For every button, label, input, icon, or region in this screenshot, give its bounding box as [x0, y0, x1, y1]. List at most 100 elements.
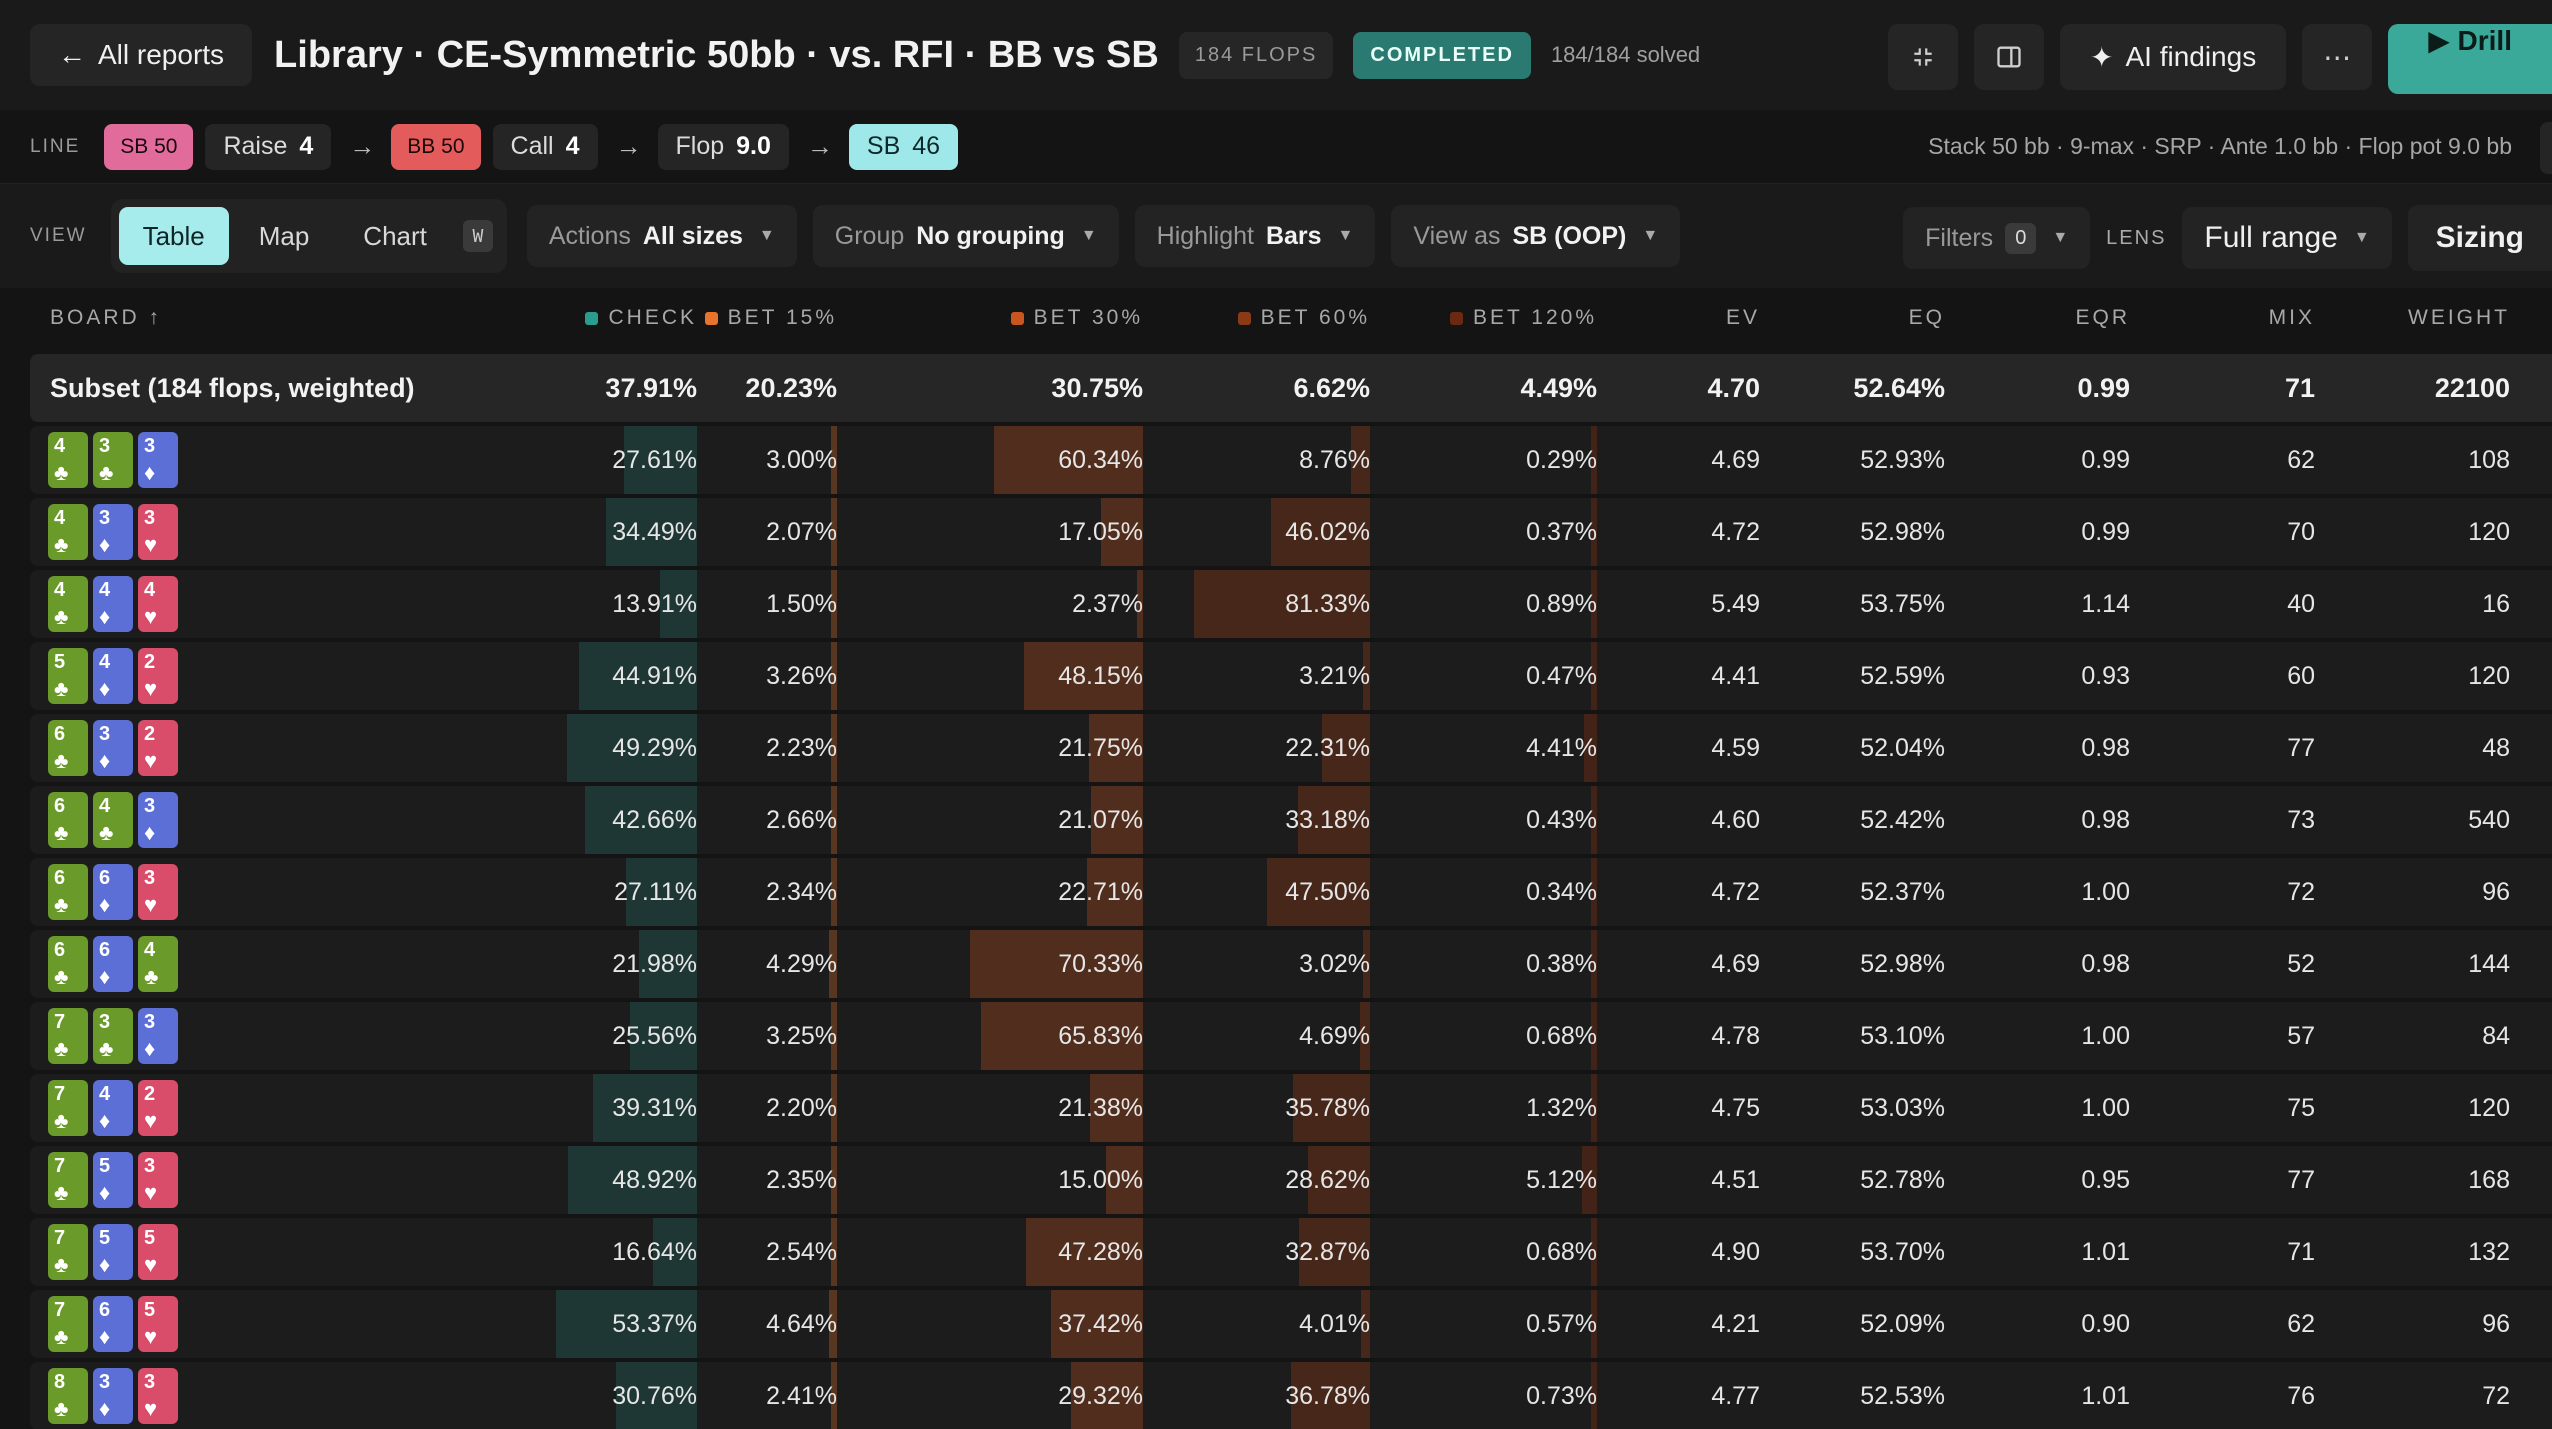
playing-card: 3 ♦	[93, 1368, 133, 1424]
column-header-label: BET 30%	[1033, 306, 1143, 329]
arrow-right-icon: →	[806, 131, 833, 161]
group-dropdown[interactable]: Group No grouping ▼	[812, 205, 1119, 267]
cell-b15: 3.25%	[700, 1002, 837, 1070]
column-header-bet-30-col[interactable]: BET 30%	[840, 306, 1143, 330]
filters-dropdown[interactable]: Filters 0 ▼	[1903, 207, 2091, 269]
column-header-mix-col[interactable]: MIX	[2133, 306, 2315, 330]
card-suit-icon: ♣	[54, 1252, 69, 1277]
lens-dropdown[interactable]: Full range ▼	[2182, 207, 2392, 269]
view-tab-map[interactable]: Map	[258, 220, 310, 251]
column-header-bet-60-col[interactable]: BET 60%	[1146, 306, 1370, 330]
subset-summary-row[interactable]: Subset (184 flops, weighted) 37.91% 20.23%…	[30, 354, 2552, 422]
cell-check: 44.91%	[530, 642, 697, 710]
table-row[interactable]: 8 ♣ 3 ♦ 3 ♥ 30.76% 2.41% 29.32% 36.78% 0.73% 4.77 52…	[30, 1362, 2552, 1429]
table-row[interactable]: 6 ♣ 3 ♦ 2 ♥ 49.29% 2.23% 21.75% 22.31% 4.41% 4.59 52…	[30, 714, 2552, 782]
card-rank: 3	[144, 1155, 156, 1177]
table-row[interactable]: 7 ♣ 6 ♦ 5 ♥ 53.37% 4.64% 37.42% 4.01% 0.57% 4.21 52.…	[30, 1290, 2552, 1358]
column-header-check-col[interactable]: CHECK	[530, 306, 697, 330]
table-row[interactable]: 7 ♣ 4 ♦ 2 ♥ 39.31% 2.20% 21.38% 35.78% 1.32% 4.75 53…	[30, 1074, 2552, 1142]
fullscreen-button[interactable]	[1887, 24, 1958, 90]
line-chip-sb-50[interactable]: SB 50	[104, 123, 194, 170]
edge-button[interactable]	[2540, 122, 2552, 174]
card-suit-icon: ♦	[99, 532, 111, 557]
cell-bar	[1137, 570, 1143, 638]
cell-ev: 5.49	[1600, 570, 1760, 638]
card-rank: 6	[99, 1299, 111, 1321]
ai-findings-button[interactable]: ✦ AI findings	[2059, 24, 2287, 90]
line-chip-raise[interactable]: Raise 4	[205, 123, 332, 170]
board-cards: 5 ♣ 4 ♦ 2 ♥	[48, 648, 178, 704]
table-row[interactable]: 6 ♣ 4 ♣ 3 ♦ 42.66% 2.66% 21.07% 33.18% 0.43% 4.60 52…	[30, 786, 2552, 854]
chip-text: SB 50	[120, 134, 178, 158]
table-row[interactable]: 7 ♣ 3 ♣ 3 ♦ 25.56% 3.25% 65.83% 4.69% 0.68% 4.78 53.…	[30, 1002, 2552, 1070]
playing-card: 3 ♥	[138, 1152, 178, 1208]
cell-b15: 2.34%	[700, 858, 837, 926]
cell-b30: 15.00%	[840, 1146, 1143, 1214]
highlight-dropdown[interactable]: Highlight Bars ▼	[1134, 205, 1376, 267]
card-suit-icon: ♣	[54, 532, 69, 557]
card-rank: 4	[99, 651, 111, 673]
cell-value: 13.91%	[612, 589, 697, 618]
card-rank: 3	[144, 1371, 156, 1393]
table-row[interactable]: 4 ♣ 3 ♣ 3 ♦ 27.61% 3.00% 60.34% 8.76% 0.29% 4.69 52.…	[30, 426, 2552, 494]
drill-button[interactable]: ▶ Drill	[2388, 24, 2552, 94]
card-suit-icon: ♥	[144, 1324, 158, 1349]
line-chip-bb-50[interactable]: BB 50	[391, 123, 481, 170]
more-options-button[interactable]: ⋯	[2302, 24, 2373, 90]
panel-toggle-button[interactable]	[1973, 24, 2044, 90]
column-header-eqr-col[interactable]: EQR	[1948, 306, 2130, 330]
all-reports-button[interactable]: ← All reports	[30, 24, 253, 86]
column-header-bet-15-col[interactable]: BET 15%	[700, 306, 837, 330]
cell-b30: 21.75%	[840, 714, 1143, 782]
line-chip-flop[interactable]: Flop 9.0	[657, 123, 789, 170]
column-header-eq-col[interactable]: EQ	[1763, 306, 1945, 330]
cell-value: 44.91%	[612, 661, 697, 690]
table-row[interactable]: 4 ♣ 3 ♦ 3 ♥ 34.49% 2.07% 17.05% 46.02% 0.37% 4.72 52…	[30, 498, 2552, 566]
cell-check: 53.37%	[530, 1290, 697, 1358]
cell-value: 2.34%	[766, 877, 837, 906]
dropdown-label: Highlight	[1156, 221, 1254, 250]
card-suit-icon: ♣	[99, 1036, 114, 1061]
view-tab-table[interactable]: Table	[118, 207, 229, 265]
cell-eq: 52.37%	[1763, 858, 1945, 926]
cell-value: 72	[2287, 877, 2315, 906]
table-row[interactable]: 6 ♣ 6 ♦ 4 ♣ 21.98% 4.29% 70.33% 3.02% 0.38% 4.69 52.…	[30, 930, 2552, 998]
cell-ev: 4.60	[1600, 786, 1760, 854]
card-rank: 5	[99, 1227, 111, 1249]
cell-bar	[1091, 786, 1143, 854]
line-chip-sb-current[interactable]: SB 46	[848, 123, 959, 170]
cell-value: 52	[2287, 949, 2315, 978]
column-header-board-col[interactable]: BOARD ↑	[50, 306, 162, 330]
cell-b120: 5.12%	[1373, 1146, 1597, 1214]
table-row[interactable]: 7 ♣ 5 ♦ 5 ♥ 16.64% 2.54% 47.28% 32.87% 0.68% 4.90 53…	[30, 1218, 2552, 1286]
card-rank: 3	[99, 435, 111, 457]
sizing-button[interactable]: Sizing	[2407, 205, 2552, 271]
playing-card: 8 ♣	[48, 1368, 88, 1424]
actions-dropdown[interactable]: Actions All sizes ▼	[526, 205, 797, 267]
flops-table: BOARD ↑ CHECK BET 15% BET 30% BET 60% BET 120…	[30, 288, 2552, 1429]
cell-bar	[1267, 858, 1370, 926]
cell-ev: 4.77	[1600, 1362, 1760, 1429]
table-row[interactable]: 6 ♣ 6 ♦ 3 ♥ 27.11% 2.34% 22.71% 47.50% 0.34% 4.72 52…	[30, 858, 2552, 926]
cell-b30: 21.38%	[840, 1074, 1143, 1142]
column-header-bet-120-col[interactable]: BET 120%	[1373, 306, 1597, 330]
cell-bar	[1070, 1362, 1143, 1429]
all-reports-label: All reports	[98, 39, 225, 70]
view-as-dropdown[interactable]: View as SB (OOP) ▼	[1391, 205, 1681, 267]
ai-findings-label: AI findings	[2125, 41, 2257, 72]
cell-b60: 4.69%	[1146, 1002, 1370, 1070]
column-header-ev-col[interactable]: EV	[1600, 306, 1760, 330]
cell-value: 4.49%	[1520, 372, 1597, 403]
line-chip-call[interactable]: Call 4	[492, 123, 598, 170]
table-row[interactable]: 5 ♣ 4 ♦ 2 ♥ 44.91% 3.26% 48.15% 3.21% 0.47% 4.41 52.…	[30, 642, 2552, 710]
cell-bar	[828, 1290, 837, 1358]
cell-mix: 62	[2133, 426, 2315, 494]
column-header-weight-col[interactable]: WEIGHT	[2318, 306, 2510, 330]
view-tab-chart[interactable]: Chart	[363, 220, 427, 251]
cell-value: 2.66%	[766, 805, 837, 834]
table-row[interactable]: 7 ♣ 5 ♦ 3 ♥ 48.92% 2.35% 15.00% 28.62% 5.12% 4.51 52…	[30, 1146, 2552, 1214]
card-rank: 4	[99, 795, 111, 817]
cell-weight: 120	[2318, 642, 2510, 710]
table-row[interactable]: 4 ♣ 4 ♦ 4 ♥ 13.91% 1.50% 2.37% 81.33% 0.89% 5.49 53.…	[30, 570, 2552, 638]
cell-bar	[567, 714, 697, 782]
